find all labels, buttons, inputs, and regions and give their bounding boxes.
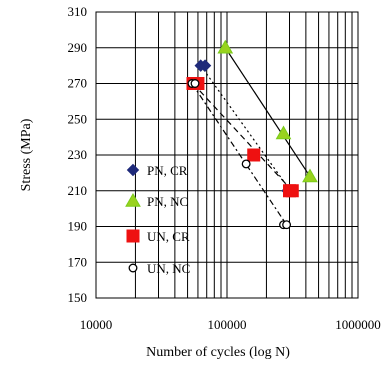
- legend-label: UN, CR: [147, 229, 190, 244]
- y-tick-label: 290: [68, 40, 88, 55]
- y-tick-label: 270: [68, 76, 88, 91]
- fit-line: [192, 83, 293, 192]
- data-point-triangle: [275, 125, 292, 140]
- legend-label: PN, CR: [147, 163, 188, 178]
- y-tick-label: 230: [68, 147, 88, 162]
- x-tick-label: 100000: [208, 317, 247, 332]
- legend-marker-diamond: [126, 163, 140, 177]
- x-tick-label: 1000000: [335, 317, 381, 332]
- y-tick-label: 170: [68, 254, 88, 269]
- y-tick-label: 190: [68, 219, 88, 234]
- fit-lines: [191, 47, 311, 226]
- y-tick-label: 210: [68, 183, 88, 198]
- y-axis-title: Stress (MPa): [19, 118, 34, 191]
- data-point-diamond: [198, 59, 212, 72]
- data-point-triangle: [302, 168, 318, 183]
- legend-marker-square: [126, 229, 140, 243]
- legend: PN, CR PN, NC UN, CR UN, NC: [125, 163, 190, 276]
- y-tick-label: 310: [68, 4, 88, 19]
- fit-line: [200, 65, 291, 192]
- tick-labels: 150 170 190 210 230 250 270 290 310 10000 100000 10…: [68, 4, 381, 332]
- data-point-triangle: [217, 39, 234, 54]
- data-point-circle-open: [241, 159, 251, 169]
- legend-marker-triangle: [125, 192, 141, 207]
- x-tick-label: 10000: [80, 317, 113, 332]
- legend-label: UN, NC: [147, 261, 190, 276]
- x-axis-title: Number of cycles (log N): [146, 345, 290, 360]
- data-point-circle-open: [190, 79, 200, 88]
- grid: [95, 11, 358, 299]
- fit-line: [191, 83, 288, 226]
- data-point-square: [247, 148, 261, 162]
- fit-line: [224, 47, 311, 177]
- data-point-square: [285, 184, 299, 198]
- data-points: [186, 39, 318, 230]
- y-tick-label: 150: [68, 290, 88, 305]
- y-tick-label: 250: [68, 111, 88, 126]
- legend-label: PN, NC: [147, 194, 188, 209]
- plot-frame: [95, 11, 359, 299]
- data-point-circle-open: [282, 220, 292, 230]
- legend-marker-circle-open: [128, 263, 138, 273]
